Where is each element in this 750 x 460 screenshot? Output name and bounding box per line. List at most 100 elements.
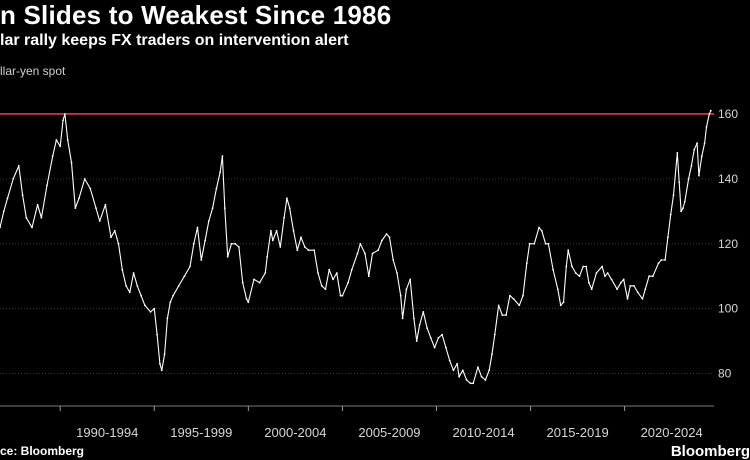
- data-point: [606, 272, 609, 274]
- data-point: [636, 291, 639, 294]
- data-point: [401, 317, 404, 320]
- data-point: [125, 285, 127, 287]
- data-point: [12, 178, 15, 180]
- data-point: [652, 275, 654, 278]
- data-point: [565, 265, 568, 268]
- data-point: [641, 298, 644, 300]
- data-point: [547, 242, 550, 245]
- data-point: [381, 239, 383, 242]
- data-point: [59, 145, 62, 148]
- data-point: [192, 242, 195, 245]
- data-point: [522, 294, 524, 297]
- data-point: [160, 369, 163, 372]
- data-point: [429, 337, 432, 339]
- data-point: [245, 298, 248, 300]
- data-point: [582, 265, 585, 268]
- y-tick-label: 120: [718, 237, 738, 251]
- data-point: [335, 272, 338, 274]
- x-tick-label: 2010-2014: [452, 425, 514, 440]
- data-point: [678, 181, 681, 184]
- series-label: llar-yen spot: [0, 64, 66, 78]
- y-tick-label: 80: [718, 367, 732, 381]
- data-point: [620, 281, 622, 284]
- data-point: [177, 285, 180, 287]
- data-point: [292, 229, 295, 232]
- data-point: [128, 291, 131, 294]
- data-point: [140, 294, 143, 297]
- y-tick-label: 140: [718, 172, 738, 186]
- x-tick-label: 2000-2004: [264, 425, 326, 440]
- data-point: [687, 178, 690, 180]
- data-point: [51, 155, 54, 158]
- data-point: [320, 285, 323, 287]
- data-point: [328, 268, 331, 271]
- data-point: [364, 252, 366, 255]
- data-point: [644, 288, 647, 291]
- data-point: [62, 119, 64, 122]
- data-point: [433, 346, 436, 349]
- data-point: [241, 281, 244, 284]
- data-point: [501, 314, 504, 316]
- data-point: [657, 262, 660, 265]
- data-point: [6, 197, 9, 200]
- data-point: [149, 311, 152, 313]
- data-point: [313, 249, 316, 252]
- data-point: [448, 359, 451, 362]
- data-point: [347, 281, 349, 284]
- data-point: [215, 187, 218, 190]
- data-point: [367, 275, 370, 278]
- data-point: [204, 239, 207, 242]
- data-point: [296, 249, 299, 252]
- data-point: [350, 268, 353, 271]
- data-point: [672, 194, 675, 197]
- data-point: [377, 249, 380, 252]
- data-point: [283, 216, 285, 219]
- data-point: [544, 242, 547, 245]
- data-point: [633, 285, 635, 287]
- chart-subtitle: lar rally keeps FX traders on interventi…: [0, 32, 349, 49]
- data-point: [458, 375, 460, 378]
- data-point: [488, 369, 491, 372]
- data-point: [413, 317, 415, 320]
- data-point: [223, 207, 226, 210]
- data-point: [705, 126, 708, 128]
- data-point: [698, 174, 700, 177]
- data-point: [505, 314, 507, 316]
- data-point: [616, 288, 618, 291]
- data-point: [221, 155, 224, 158]
- data-point: [512, 298, 515, 300]
- data-point: [169, 301, 172, 304]
- data-point: [683, 200, 686, 203]
- data-point: [538, 226, 540, 229]
- data-point: [585, 265, 587, 268]
- data-point: [571, 265, 573, 268]
- data-point: [700, 155, 703, 158]
- data-point: [307, 249, 310, 252]
- data-point: [556, 288, 559, 291]
- data-point: [472, 382, 475, 385]
- data-point: [156, 333, 159, 336]
- data-point: [46, 184, 48, 187]
- data-point: [266, 255, 269, 258]
- data-point: [83, 178, 86, 180]
- data-point: [480, 375, 483, 378]
- data-point: [207, 220, 210, 222]
- data-point: [275, 229, 278, 232]
- data-point: [418, 324, 421, 326]
- data-point: [78, 197, 80, 200]
- data-point: [422, 311, 425, 313]
- data-point: [74, 207, 77, 210]
- data-point: [525, 262, 528, 265]
- data-point: [392, 259, 395, 261]
- data-point: [567, 249, 570, 252]
- data-point: [518, 304, 521, 307]
- data-point: [696, 142, 698, 145]
- data-point: [113, 229, 116, 232]
- data-point: [528, 242, 531, 245]
- data-point: [55, 139, 58, 141]
- data-point: [682, 207, 684, 210]
- data-point: [136, 285, 139, 287]
- data-point: [211, 207, 214, 210]
- data-point: [465, 379, 468, 381]
